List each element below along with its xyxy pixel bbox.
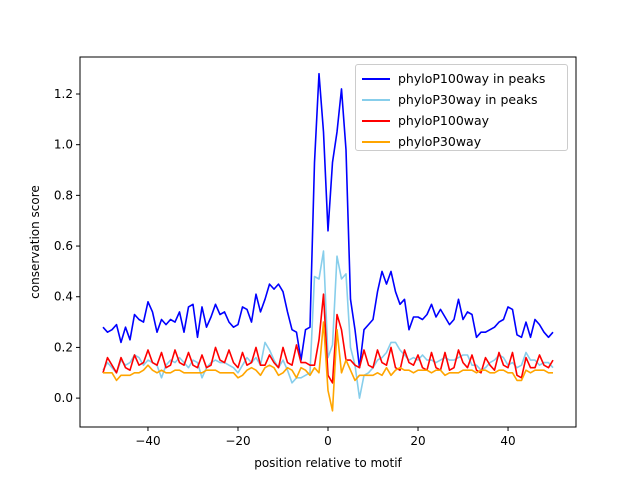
x-tick-label: 20: [410, 434, 425, 448]
y-tick-label: 0.0: [54, 391, 73, 405]
ticks-layer: −40 −20 0 20 40 0.0 0.2 0.4 0.6 0.8 1.0 1.2: [54, 87, 516, 448]
legend-swatch: [362, 77, 390, 80]
legend-label: phyloP100way in peaks: [398, 71, 546, 86]
y-tick-label: 0.8: [54, 188, 73, 202]
legend: phyloP100way in peaks phyloP30way in pea…: [355, 64, 568, 151]
x-tick-label: −40: [135, 434, 160, 448]
y-tick-label: 0.4: [54, 290, 73, 304]
legend-label: phyloP30way: [398, 134, 482, 149]
x-tick-label: 0: [324, 434, 332, 448]
y-tick-label: 0.2: [54, 340, 73, 354]
x-tick-label: −20: [225, 434, 250, 448]
y-tick-label: 1.2: [54, 87, 73, 101]
legend-label: phyloP30way in peaks: [398, 92, 538, 107]
series-line-phylop100way-in-peaks: [102, 72, 554, 369]
legend-swatch: [362, 119, 390, 122]
legend-swatch: [362, 140, 390, 143]
y-axis-label: conservation score: [28, 185, 42, 299]
legend-item-phylop30way: phyloP30way: [362, 131, 567, 152]
x-tick-label: 40: [500, 434, 515, 448]
legend-item-phylop100way-in-peaks: phyloP100way in peaks: [362, 68, 567, 89]
legend-item-phylop100way: phyloP100way: [362, 110, 567, 131]
y-tick-label: 0.6: [54, 239, 73, 253]
legend-swatch: [362, 98, 390, 101]
legend-item-phylop30way-in-peaks: phyloP30way in peaks: [362, 89, 567, 110]
y-tick-label: 1.0: [54, 138, 73, 152]
legend-label: phyloP100way: [398, 113, 490, 128]
series-line-phylop30way: [103, 321, 553, 412]
x-axis-label: position relative to motif: [254, 456, 402, 470]
series-layer: [102, 72, 554, 412]
